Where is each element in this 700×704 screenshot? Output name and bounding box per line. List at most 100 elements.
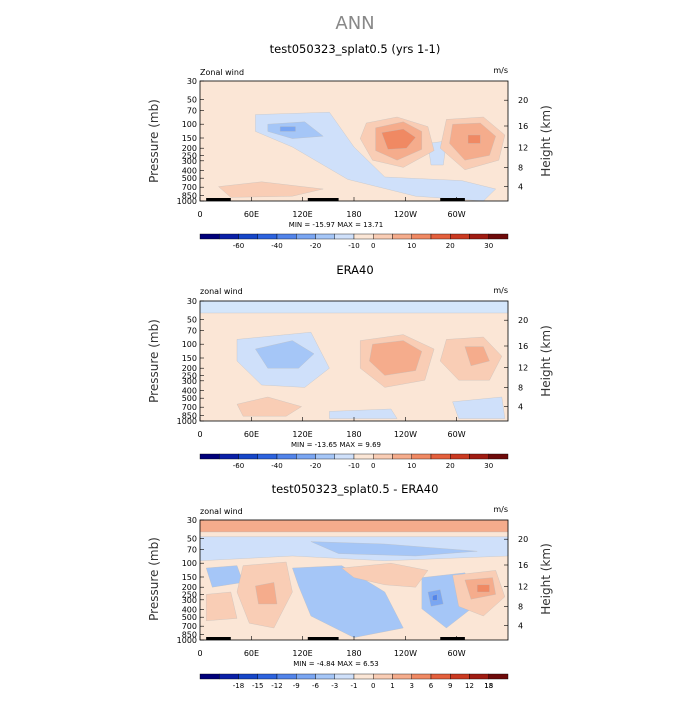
panel-1-ytick-label-10: 500	[182, 174, 197, 183]
panel-1-ytick-label-8: 300	[182, 157, 197, 166]
panel-3-colorbar-label-12: 9	[448, 682, 452, 690]
panel-2-colorbar-label-8: 30	[484, 462, 493, 470]
panel-3-colorbar-label-8: 0	[371, 682, 375, 690]
panel-2-xtick-label-3: 120E	[292, 430, 312, 439]
panel-2-colorbar-swatch-15	[469, 453, 489, 460]
panel-2-y2tick-label-5: 4	[518, 403, 523, 412]
panel-3-colorbar-label-14: 15	[484, 682, 493, 690]
panel-1-y2tick-label-2: 16	[518, 122, 528, 131]
panel-3-contour-4	[310, 541, 478, 557]
panel-3-colorbar-swatch-1	[199, 673, 220, 680]
panel-3-colorbar-label-2: -15	[252, 682, 263, 690]
panel-1-colorbar-swatch-12	[411, 233, 432, 240]
panel-2-variable-label: zonal wind	[200, 287, 243, 296]
panel-1-colorbar-label-4: -10	[348, 242, 359, 250]
panel-1-y2tick-label-3: 12	[518, 144, 528, 153]
panel-2-ytick-label-11: 700	[182, 403, 197, 412]
panel-2-colorbar-swatch-11	[392, 453, 412, 460]
panel-2-ytick-label-9: 400	[182, 386, 197, 395]
panel-3-colorbar-label-1: -18	[233, 682, 244, 690]
panel-1-colorbar-label-3: -20	[310, 242, 321, 250]
panel-3-colorbar-swatch-3	[238, 673, 258, 680]
panel-1-colorbar-swatch-11	[392, 233, 412, 240]
panel-3-topography-2	[307, 637, 339, 640]
panel-3-xtick-label-5: 120W	[394, 649, 417, 658]
panel-1-colorbar-swatch-4	[257, 233, 278, 240]
panel-2-colorbar-label-7: 20	[446, 462, 455, 470]
panel-3-colorbar-label-5: -6	[312, 682, 320, 690]
panel-2-colorbar-label-4: -10	[348, 462, 359, 470]
panel-3-ytick-label-7: 250	[182, 590, 197, 599]
panel-3-contour-2	[199, 531, 509, 537]
panel-1-colorbar-swatch-3	[238, 233, 258, 240]
panel-3-y2tick-label-5: 4	[518, 622, 523, 631]
panel-1-ytick-label-9: 400	[182, 166, 197, 175]
panel-2-colorbar-swatch-10	[373, 453, 393, 460]
panel-1-colorbar-swatch-5	[276, 233, 297, 240]
panel-3-colorbar-label-11: 6	[429, 682, 434, 690]
panel-3-contour-9	[432, 594, 438, 601]
panel-3-xtick-label-1: 0	[197, 649, 202, 658]
panel-1-topography-1	[206, 198, 231, 201]
panel-2-ytick-label-3: 70	[187, 326, 197, 335]
panel-2-colorbar-swatch-6	[296, 453, 316, 460]
panel-2-ytick-label-8: 300	[182, 377, 197, 386]
panel-3-colorbar-label-6: -3	[331, 682, 338, 690]
panel-2-ytick-label-10: 500	[182, 394, 197, 403]
panel-1-xtick-label-1: 0	[197, 210, 202, 219]
panel-2-colorbar-swatch-5	[276, 453, 297, 460]
panel-3-xtick-label-4: 180	[346, 649, 361, 658]
panel-3-xtick-label-3: 120E	[292, 649, 312, 658]
panel-1-y2tick-label-4: 8	[518, 163, 523, 172]
panel-3-ytick-label-3: 70	[187, 545, 197, 554]
panel-3-colorbar-swatch-8	[334, 673, 355, 680]
panel-2-colorbar-swatch-14	[450, 453, 470, 460]
panel-2-units-label: m/s	[493, 286, 508, 295]
panel-3-colorbar-swatch-9	[353, 673, 374, 680]
panel-2-colorbar-label-2: -40	[271, 462, 282, 470]
panel-1-xtick-label-6: 60W	[448, 210, 466, 219]
panel-2-ytick-label-7: 250	[182, 371, 197, 380]
panel-1-colorbar-swatch-7	[315, 233, 335, 240]
panel-1-contour-4	[279, 126, 296, 132]
panel-1-contour-9	[381, 128, 416, 150]
panel-1-colorbar-swatch-1	[199, 233, 220, 240]
panel-2-ytick-label-6: 200	[182, 364, 197, 373]
panel-1-ytick-label-11: 700	[182, 183, 197, 192]
panel-3-colorbar-swatch-13	[430, 673, 451, 680]
panel-3-y2tick-label-1: 20	[518, 535, 528, 544]
panel-3-colorbar-swatch-4	[257, 673, 278, 680]
panel-1-topography-3	[440, 198, 465, 201]
panel-1-colorbar-swatch-8	[334, 233, 355, 240]
panel-2: ERA40 zonal wind m/s Pressure (mb) Heigh…	[147, 263, 553, 470]
panel-1-xtick-label-5: 120W	[394, 210, 417, 219]
panel-3-ytick-label-5: 150	[182, 573, 197, 582]
panel-3-colorbar-swatch-16	[488, 673, 509, 680]
panel-1-ytick-label-1: 30	[187, 77, 197, 86]
panel-2-colorbar-label-3: -20	[310, 462, 321, 470]
panel-1-colorbar-swatch-13	[430, 233, 451, 240]
panel-3-units-label: m/s	[493, 505, 508, 514]
panel-2-colorbar-label-6: 10	[407, 462, 416, 470]
panel-3-colorbar-label-15: 18	[484, 682, 493, 690]
panel-3-ytick-label-13: 1000	[177, 636, 197, 645]
panel-3-title: test050323_splat0.5 - ERA40	[272, 482, 439, 496]
panel-2-title: ERA40	[336, 263, 373, 277]
panel-1-colorbar-swatch-9	[353, 233, 374, 240]
panel-1-variable-label: Zonal wind	[200, 68, 244, 77]
panel-1-xtick-label-3: 120E	[292, 210, 312, 219]
panel-3-colorbar-swatch-12	[411, 673, 432, 680]
panel-3-contour-15	[477, 584, 490, 593]
panel-2-ytick-label-2: 50	[187, 316, 197, 325]
panel-2-colorbar-swatch-8	[334, 453, 355, 460]
panel-3-ytick-label-6: 200	[182, 583, 197, 592]
panel-1-y2tick-label-1: 20	[518, 96, 528, 105]
panel-2-colorbar-swatch-4	[257, 453, 278, 460]
panel-1-y2tick-label-5: 4	[518, 183, 523, 192]
panel-3-colorbar-label-4: -9	[293, 682, 300, 690]
panel-1-units-label: m/s	[493, 66, 508, 75]
panel-3-topography-3	[440, 637, 465, 640]
panel-1-colorbar-swatch-2	[219, 233, 239, 240]
panel-1-xtick-label-2: 60E	[244, 210, 259, 219]
